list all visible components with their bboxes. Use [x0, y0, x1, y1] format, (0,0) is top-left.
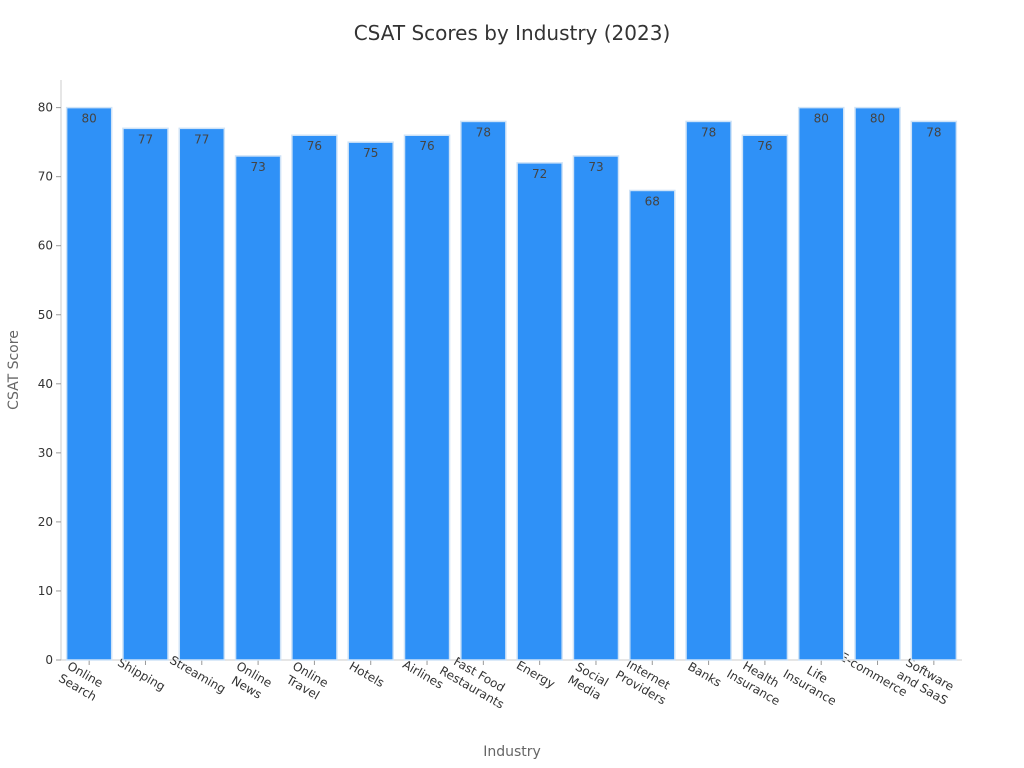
x-tick-label: LifeInsurance — [781, 654, 846, 709]
bar-value-label: 72 — [532, 167, 547, 181]
x-tick-label: Banks — [685, 659, 724, 689]
bar — [741, 134, 789, 661]
x-tick-label-line: Energy — [514, 658, 557, 691]
x-tick-label: OnlineSearch — [56, 658, 106, 704]
bar — [122, 127, 169, 661]
y-tick-label: 80 — [38, 101, 53, 115]
bar-value-label: 78 — [476, 125, 491, 139]
bar-value-label: 78 — [701, 125, 716, 139]
y-tick-label: 40 — [38, 377, 53, 391]
bar-value-label: 80 — [814, 112, 829, 126]
x-tick-label-line: Hotels — [347, 659, 387, 690]
x-tick-label: InternetProviders — [613, 655, 676, 708]
bars-group: 80 77 77 73 76 75 76 78 72 73 68 78 76 80 80 78 — [65, 106, 958, 661]
x-tick-label: OnlineNews — [226, 659, 274, 703]
bar — [178, 127, 226, 661]
bar — [291, 134, 338, 661]
x-tick-label-line: Shipping — [115, 655, 167, 693]
y-tick-label: 10 — [38, 584, 53, 598]
bar — [403, 134, 451, 661]
bar — [65, 106, 113, 661]
bar-value-label: 73 — [588, 160, 603, 174]
y-tick-label: 0 — [45, 653, 53, 667]
bar — [685, 120, 732, 661]
y-tick-label: 30 — [38, 446, 53, 460]
bar — [572, 155, 620, 661]
bar-value-label: 73 — [250, 160, 265, 174]
x-tick-label-line: Banks — [685, 659, 724, 689]
bar — [516, 162, 563, 661]
x-tick-label: Shipping — [115, 655, 167, 693]
y-axis-title: CSAT Score — [6, 330, 22, 410]
x-tick-label: SocialMedia — [565, 659, 611, 702]
y-tick-label: 20 — [38, 515, 53, 529]
bar — [234, 155, 282, 661]
bar — [629, 189, 676, 661]
bar-value-label: 76 — [307, 139, 322, 153]
bar-value-label: 78 — [926, 125, 941, 139]
y-tick-label: 70 — [38, 170, 53, 184]
x-tick-label: HealthInsurance — [724, 654, 789, 709]
bar-value-label: 77 — [194, 132, 209, 146]
bar-value-label: 68 — [645, 194, 660, 208]
bar-value-label: 80 — [82, 112, 97, 126]
x-tick-label: Softwareand SaaS — [894, 654, 957, 707]
y-tick-label: 50 — [38, 308, 53, 322]
x-axis-title: Industry — [483, 744, 541, 760]
bar — [910, 120, 958, 661]
x-tick-label: OnlineTravel — [283, 659, 331, 703]
y-axis: 0 10 20 30 40 50 60 70 80 — [38, 80, 62, 667]
bar-value-label: 76 — [757, 139, 772, 153]
bar-value-label: 77 — [138, 132, 153, 146]
bar — [460, 120, 507, 661]
bar-value-label: 76 — [419, 139, 434, 153]
bar — [347, 141, 394, 661]
bar-value-label: 80 — [870, 112, 885, 126]
bar-value-label: 75 — [363, 146, 378, 160]
y-tick-label: 60 — [38, 239, 53, 253]
x-tick-label: Hotels — [347, 659, 387, 690]
x-tick-label: Energy — [514, 658, 557, 691]
bar — [854, 106, 901, 661]
chart-title: CSAT Scores by Industry (2023) — [354, 21, 671, 45]
bar — [797, 106, 845, 661]
